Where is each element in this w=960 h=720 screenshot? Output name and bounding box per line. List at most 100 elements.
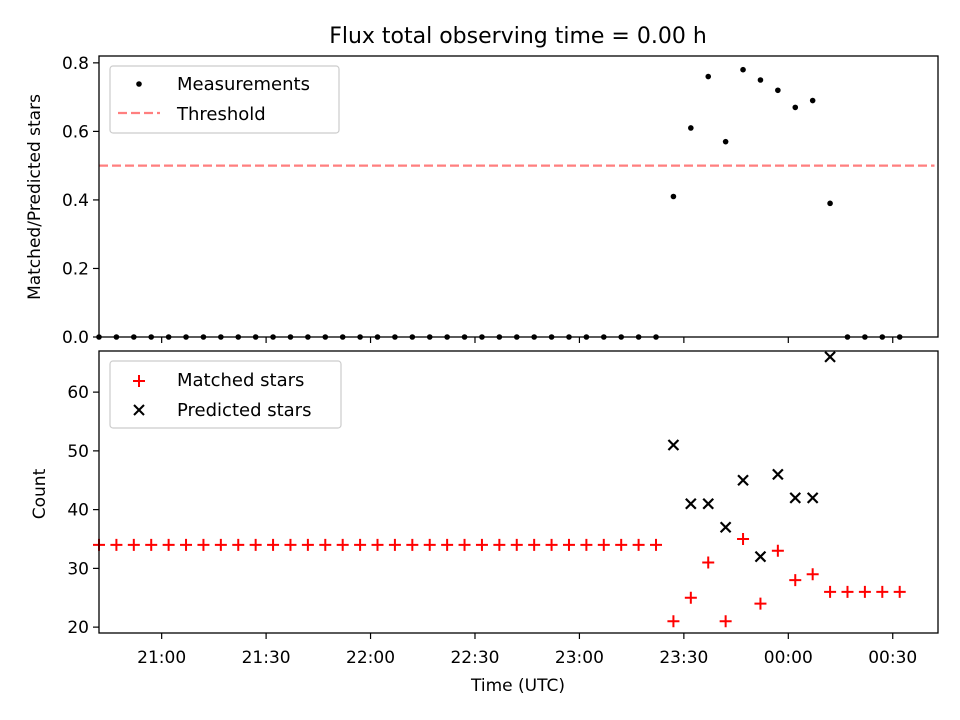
matched-stars-point [545, 538, 558, 551]
x-tick-label: 23:00 [555, 648, 604, 668]
x-tick-label: 21:00 [137, 648, 186, 668]
top-y-tick-label: 0.2 [62, 259, 89, 279]
matched-stars-point [528, 538, 541, 551]
legend-marker-measurements [136, 81, 142, 87]
matched-stars-point [737, 533, 750, 545]
bottom-y-axis-ticks: 20 30 40 50 60 [67, 383, 99, 638]
matched-stars-point [632, 538, 645, 551]
matched-stars-point [162, 538, 175, 551]
matched-stars-point [719, 615, 732, 628]
top-y-tick-label: 0.6 [62, 122, 89, 142]
matched-stars-point [301, 538, 314, 551]
predicted-stars-point [772, 468, 784, 481]
predicted-stars-point [789, 492, 802, 504]
bottom-y-axis-label: Count [30, 468, 50, 519]
matched-stars-point [249, 538, 262, 551]
measurements-point [740, 66, 746, 73]
matched-stars-point [441, 538, 454, 551]
matched-stars-point [667, 615, 680, 628]
bottom-y-tick-label: 60 [67, 383, 89, 403]
measurements-point [705, 73, 712, 80]
measurements-point [827, 200, 833, 207]
legend-marker-predicted-stars [133, 404, 145, 416]
matched-stars-point [336, 538, 349, 551]
matched-stars-point [615, 538, 628, 551]
x-tick-label: 00:00 [764, 648, 813, 668]
matched-stars-point [858, 585, 871, 598]
bottom-x-axis-ticks: 21:00 21:30 22:00 22:30 23:00 23:30 00:00 00:30 [137, 633, 917, 668]
matched-stars-point [180, 538, 193, 551]
bottom-y-tick-label: 30 [67, 559, 89, 579]
predicted-stars-point [685, 497, 697, 510]
predicted-stars-point [667, 439, 680, 451]
matched-stars-point [789, 574, 802, 587]
matched-stars-point [824, 585, 837, 598]
matched-stars-point [702, 556, 715, 569]
matched-stars-point [841, 585, 854, 598]
predicted-stars-point [754, 550, 767, 563]
matched-stars-point [754, 597, 767, 610]
bottom-axes-frame [98, 350, 939, 634]
matched-stars-point [232, 538, 245, 551]
predicted-stars-point [702, 497, 715, 510]
matched-stars-point [771, 544, 784, 557]
x-axis-label: Time (UTC) [470, 676, 565, 696]
matched-stars-point [319, 538, 332, 551]
legend-label-predicted-stars: Predicted stars [177, 400, 311, 421]
legend-label-measurements: Measurements [177, 74, 310, 95]
matched-stars-point [580, 538, 593, 551]
matched-stars-point [110, 538, 123, 551]
chart-title: Flux total observing time = 0.00 h [329, 24, 707, 49]
bottom-legend-box [109, 360, 342, 429]
measurements-point [809, 97, 816, 104]
x-tick-label: 23:30 [659, 648, 708, 668]
x-tick-label: 00:30 [868, 648, 917, 668]
predicted-stars-point [719, 521, 732, 534]
bottom-legend: Matched stars Predicted stars [109, 360, 342, 429]
x-tick-label: 21:30 [242, 648, 291, 668]
x-tick-label: 22:30 [450, 648, 499, 668]
matched-stars-point [562, 538, 575, 551]
measurements-point [792, 104, 799, 111]
measurements-point [688, 125, 694, 131]
legend-label-threshold: Threshold [176, 104, 266, 125]
top-y-tick-label: 0.0 [62, 328, 89, 348]
predicted-stars-point [806, 492, 819, 504]
matched-stars-point [145, 538, 158, 551]
matched-stars-point [388, 538, 401, 551]
matched-stars-point [406, 538, 419, 551]
matched-stars-point [876, 585, 889, 598]
bottom-y-tick-label: 50 [67, 442, 89, 462]
matched-stars-point [475, 538, 488, 551]
measurements-point [775, 87, 781, 94]
matched-stars-point [684, 591, 697, 604]
matched-stars-point [127, 538, 140, 551]
bottom-plot-area [93, 351, 906, 628]
bottom-y-tick-label: 20 [67, 618, 89, 638]
predicted-stars-point [824, 351, 836, 363]
matched-stars-point [458, 538, 471, 551]
top-axes-frame [98, 55, 939, 338]
bottom-panel: Count Time (UTC) 20 30 40 50 60 21:00 21:30 22… [30, 350, 939, 696]
x-tick-label: 22:00 [346, 648, 395, 668]
matched-stars-point [267, 538, 280, 551]
measurements-point [722, 138, 729, 145]
top-y-axis-label: Matched/Predicted stars [25, 94, 45, 300]
measurements-point [757, 77, 764, 83]
matched-stars-point [597, 538, 610, 551]
top-plot-area [96, 66, 935, 340]
matched-stars-point [893, 585, 906, 598]
top-panel: Flux total observing time = 0.00 h Match… [25, 24, 939, 348]
top-y-tick-label: 0.4 [62, 191, 89, 211]
top-legend-box [109, 65, 340, 134]
matched-stars-point [371, 538, 384, 551]
matched-stars-point [284, 538, 297, 551]
matched-stars-point [493, 538, 506, 551]
measurements-point [670, 193, 677, 200]
matched-stars-point [354, 538, 367, 551]
top-x-axis-ticks [161, 337, 894, 343]
matched-stars-point [197, 538, 210, 551]
legend-label-matched-stars: Matched stars [177, 370, 304, 391]
legend-marker-matched-stars [133, 375, 145, 387]
top-y-tick-label: 0.8 [62, 54, 89, 74]
